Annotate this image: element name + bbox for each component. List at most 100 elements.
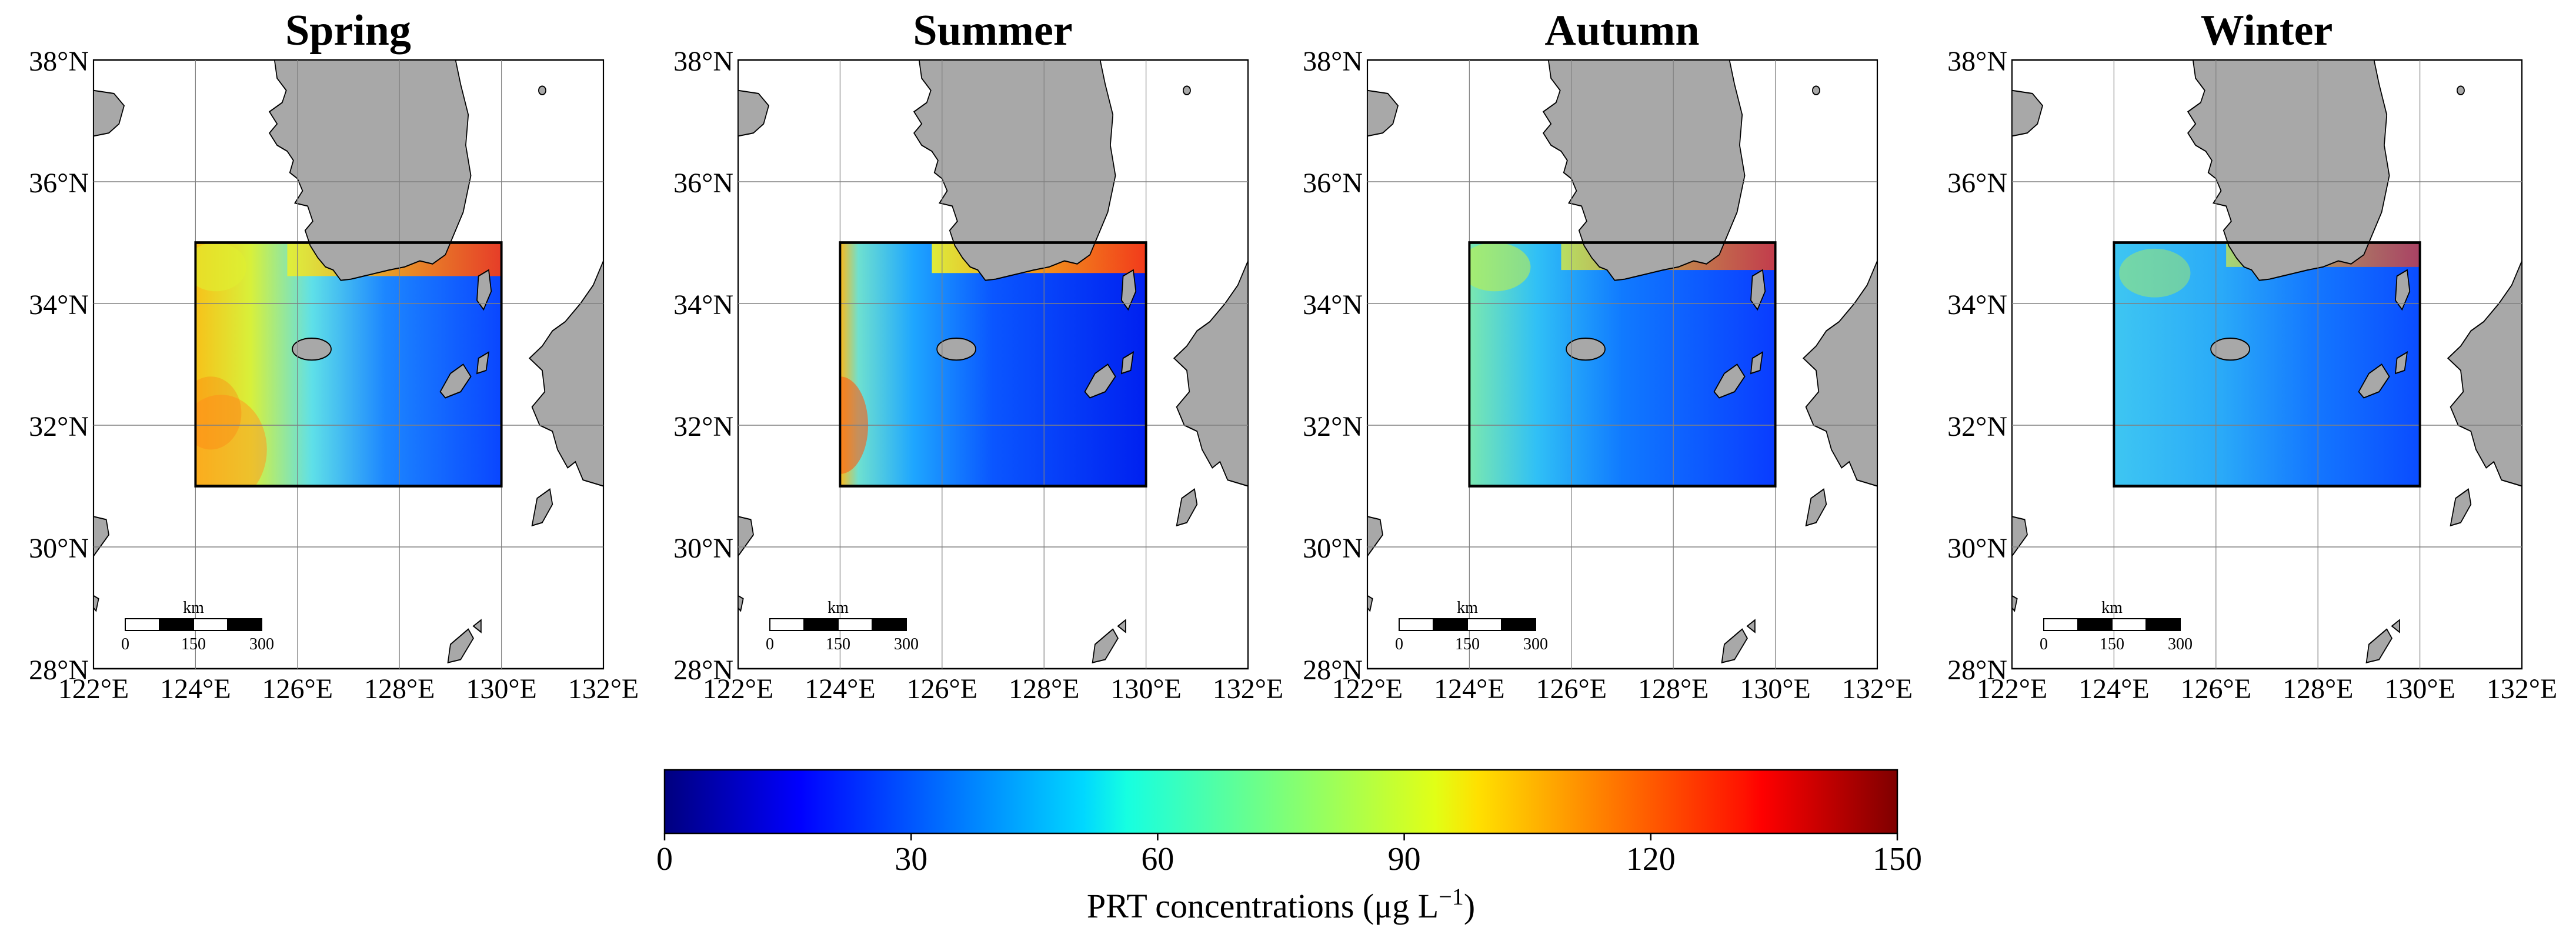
colorbar-tick-label: 60: [1141, 841, 1174, 877]
lat-tick-label: 36°N: [673, 168, 733, 199]
scale-bar-tick: 0: [766, 635, 774, 653]
lon-tick-label: 124°E: [160, 673, 231, 705]
scale-bar-segment: [1467, 618, 1502, 631]
lat-tick-label: 36°N: [1303, 168, 1363, 199]
colorbar-tick-label: 0: [656, 841, 673, 877]
scale-bar-segment: [2111, 618, 2147, 631]
lat-tick-label: 38°N: [1303, 46, 1363, 77]
scale-bar-segment: [227, 618, 262, 631]
colorbar-ramp: [663, 769, 1898, 835]
map-frame: [92, 59, 605, 670]
map-frame: [1366, 59, 1878, 670]
lat-tick-label: 34°N: [1947, 289, 2007, 321]
colorbar: 0 30 60 90 120 150 PRT concentrations (μg L−1…: [656, 769, 1922, 925]
scale-bar-segment: [2145, 618, 2181, 631]
scale-bar-tick: 0: [121, 635, 129, 653]
scale-bar-segment: [837, 618, 873, 631]
map-frame: [2011, 59, 2523, 670]
lon-tick-label: 124°E: [805, 673, 876, 705]
lat-tick-label: 28°N: [1947, 655, 2007, 686]
colorbar-tick-label: 120: [1626, 841, 1676, 877]
lat-tick-label: 32°N: [1947, 411, 2007, 442]
scale-bar-segment: [1501, 618, 1536, 631]
lon-tick-label: 128°E: [364, 673, 435, 705]
lat-tick-label: 30°N: [29, 533, 89, 564]
scale-bar-tick: 300: [894, 635, 919, 653]
lon-tick-label: 124°E: [2078, 673, 2150, 705]
lon-tick-label: 132°E: [1213, 673, 1284, 705]
scale-bar-tick: 0: [1395, 635, 1403, 653]
panel-title: Autumn: [1544, 6, 1699, 55]
lon-tick-label: 132°E: [568, 673, 639, 705]
scale-bar-segment: [2077, 618, 2113, 631]
scale-bar-segment: [159, 618, 194, 631]
lat-tick-label: 28°N: [29, 655, 89, 686]
lon-tick-label: 130°E: [2384, 673, 2455, 705]
scale-bar-tick: 150: [826, 635, 850, 653]
concentration-field: [840, 242, 1146, 486]
lat-tick-label: 30°N: [673, 533, 733, 564]
scale-bar-segment: [2043, 618, 2078, 631]
lon-tick-label: 122°E: [58, 673, 129, 705]
lon-tick-label: 130°E: [466, 673, 537, 705]
panel-summer: Summer: [737, 6, 1249, 670]
lat-tick-label: 32°N: [29, 411, 89, 442]
lat-tick-label: 34°N: [29, 289, 89, 321]
scale-bar-tick: 300: [2168, 635, 2193, 653]
lat-tick-label: 38°N: [673, 46, 733, 77]
lon-tick-label: 124°E: [1434, 673, 1505, 705]
scale-bar: km 0 150 300: [2040, 599, 2193, 653]
study-box: [1468, 241, 1777, 488]
scale-bar: km 0 150 300: [766, 599, 919, 653]
scalebars: km 0 150 300 km 0 150 300 km 0 150 300 km 0 150 300: [121, 599, 2193, 653]
lat-tick-label: 38°N: [1947, 46, 2007, 77]
lon-tick-label: 122°E: [703, 673, 774, 705]
panel-title: Winter: [2201, 6, 2333, 55]
scale-bar: km 0 150 300: [1395, 599, 1548, 653]
lon-tick-label: 126°E: [1536, 673, 1607, 705]
scale-bar-tick: 300: [249, 635, 274, 653]
lon-tick-label: 122°E: [1977, 673, 2048, 705]
lon-tick-label: 128°E: [1638, 673, 1709, 705]
panel-title: Summer: [913, 6, 1072, 55]
scale-bar-segment: [1433, 618, 1468, 631]
colorbar-label: PRT concentrations (μg L−1): [1087, 883, 1475, 925]
lon-tick-label: 132°E: [2487, 673, 2558, 705]
scale-bar-tick: 150: [1455, 635, 1480, 653]
lon-tick-label: 130°E: [1740, 673, 1811, 705]
study-box: [194, 241, 503, 488]
scale-bar-unit: km: [1457, 599, 1478, 617]
lon-tick-label: 122°E: [1332, 673, 1403, 705]
lat-tick-label: 30°N: [1947, 533, 2007, 564]
colorbar-tick-label: 30: [895, 841, 927, 877]
lon-tick-label: 130°E: [1110, 673, 1182, 705]
lat-tick-label: 34°N: [1303, 289, 1363, 321]
scale-bar-segment: [872, 618, 907, 631]
panel-autumn: Autumn: [1366, 6, 1878, 670]
scale-bar-segment: [803, 618, 839, 631]
scale-bar-unit: km: [183, 599, 204, 617]
panel-winter: Winter: [2011, 6, 2523, 670]
lat-tick-label: 36°N: [29, 168, 89, 199]
lat-tick-label: 38°N: [29, 46, 89, 77]
study-box: [2113, 241, 2421, 488]
map-frame: [737, 59, 1249, 670]
lon-tick-label: 126°E: [262, 673, 333, 705]
lon-tick-label: 132°E: [1842, 673, 1913, 705]
lon-tick-label: 128°E: [1009, 673, 1080, 705]
scale-bar-tick: 0: [2040, 635, 2048, 653]
scale-bar-segment: [1399, 618, 1434, 631]
study-box: [839, 241, 1147, 488]
scale-bar-segment: [193, 618, 228, 631]
lat-tick-label: 28°N: [1303, 655, 1363, 686]
lat-tick-label: 34°N: [673, 289, 733, 321]
lat-tick-label: 28°N: [673, 655, 733, 686]
concentration-field: [1469, 242, 1776, 486]
lon-tick-label: 126°E: [907, 673, 978, 705]
scale-bar-tick: 300: [1523, 635, 1548, 653]
colorbar-tick-label: 90: [1388, 841, 1421, 877]
lon-tick-label: 126°E: [2181, 673, 2252, 705]
lon-tick-label: 128°E: [2283, 673, 2354, 705]
panel-spring: Spring: [92, 6, 605, 670]
